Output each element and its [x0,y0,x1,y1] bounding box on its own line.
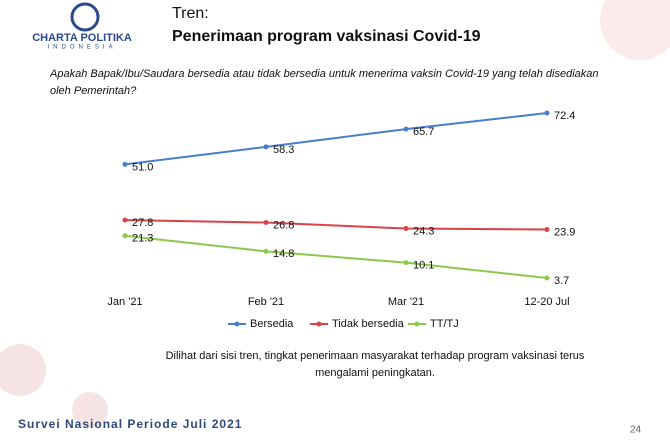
series-line [124,219,548,231]
annotation-box: Dilihat dari sisi tren, tingkat penerima… [165,350,585,379]
value-label: 27.8 [132,217,153,229]
value-label: 21.3 [132,233,153,245]
value-label: 14.8 [273,248,294,260]
value-label: 3.7 [554,275,569,287]
value-label: 23.9 [554,226,575,238]
decoration [72,392,108,428]
point [403,226,409,232]
logo-mark [70,2,100,32]
point [403,126,409,132]
value-label: 58.3 [273,144,294,156]
point [263,144,269,150]
x-tick-label: Jan '21 [107,296,142,308]
kicker: Tren: [172,5,209,22]
value-label: 65.7 [413,126,434,138]
subtitle: Apakah Bapak/Ibu/Saudara bersedia atau t… [50,68,599,97]
x-tick-label: Mar '21 [388,296,424,308]
legend-label: TT/TJ [430,318,459,330]
point [544,110,550,116]
series-line [124,234,548,279]
value-label: 72.4 [554,110,575,122]
annotation: Dilihat dari sisi tren, tingkat penerima… [165,350,585,379]
value-label: 24.3 [413,225,434,237]
point [122,161,128,167]
point [122,233,128,239]
legend-label: Bersedia [250,318,294,330]
footer-survey: Survei Nasional Periode Juli 2021 [18,417,242,431]
value-label: 10.1 [413,260,434,272]
x-tick-label: 12-20 Jul [524,296,569,308]
decoration [600,0,670,60]
decoration [0,344,46,396]
point [263,220,269,226]
point [263,248,269,254]
point [122,217,128,223]
value-label: 51.0 [132,161,153,173]
point [544,275,550,281]
value-label: 26.8 [273,219,294,231]
point [544,226,550,232]
point [403,260,409,266]
question-box: Apakah Bapak/Ibu/Saudara bersedia atau t… [50,68,599,97]
series-line [124,112,548,166]
x-tick-label: Feb '21 [248,296,284,308]
chart-title: Penerimaan program vaksinasi Covid-19 [172,28,481,45]
legend-label: Tidak bersedia [332,318,405,330]
logo: CHARTA POLITIKA [32,32,132,44]
page-number: 24 [630,425,642,436]
legend-marker [414,321,420,327]
legend-marker [234,321,240,327]
logo-sub: INDONESIA [47,45,116,51]
legend-marker [316,321,322,327]
